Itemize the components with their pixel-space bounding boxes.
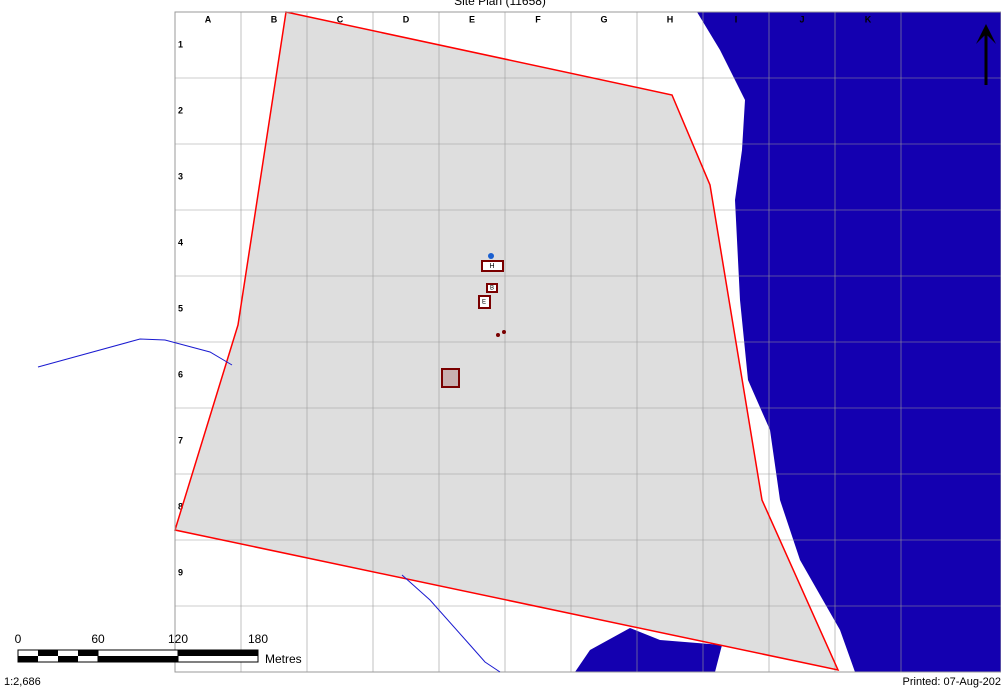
column-label: J [799, 14, 804, 24]
scale-label: 0 [15, 632, 22, 646]
building [441, 368, 460, 388]
column-label: F [535, 14, 541, 24]
scale-subsegment [78, 650, 98, 656]
row-label: 4 [178, 237, 183, 247]
row-label: 9 [178, 567, 183, 577]
row-label: 7 [178, 435, 183, 445]
building-label: E [482, 300, 486, 306]
grid: A B C D E F G H I J K 1 2 3 4 5 6 7 8 9 [175, 12, 1001, 672]
column-label: A [205, 14, 212, 24]
scale-label: 180 [248, 632, 268, 646]
frame-border [174, 11, 1001, 673]
stream [401, 574, 501, 673]
scale-label: 60 [91, 632, 105, 646]
map-title: Site Plan (11658) [454, 0, 546, 8]
scale-subsegment [178, 650, 258, 656]
building [486, 283, 498, 293]
column-label: G [600, 14, 607, 24]
scale-subsegment [58, 656, 78, 662]
north-arrow [976, 24, 996, 85]
printed-date: Printed: 07-Aug-202 [903, 676, 1001, 688]
column-label: K [865, 14, 872, 24]
scale-unit: Metres [265, 652, 302, 666]
scale-label: 120 [168, 632, 188, 646]
building [478, 295, 491, 309]
scale-subsegment [98, 656, 178, 662]
column-label: D [403, 14, 410, 24]
building-label: B [490, 286, 494, 292]
scale-ratio: 1:2,686 [4, 676, 41, 688]
row-label: 1 [178, 39, 183, 49]
structure [502, 330, 506, 334]
row-label: 5 [178, 303, 183, 313]
column-label: C [337, 14, 344, 24]
map-frame: A B C D E F G H I J K 1 2 3 4 5 6 7 8 9 [174, 11, 1001, 673]
building [481, 260, 504, 272]
row-label: 2 [178, 105, 183, 115]
column-label: H [667, 14, 674, 24]
site-boundary [174, 11, 840, 672]
structure [496, 333, 500, 337]
scale-subsegment [38, 650, 58, 656]
stream [37, 338, 233, 368]
scale-subsegment [18, 656, 38, 662]
water-south [575, 628, 722, 672]
point-marker [488, 253, 494, 259]
row-label: 3 [178, 171, 183, 181]
north-arrow-head [976, 24, 996, 44]
building-label: H [489, 263, 494, 270]
column-label: I [735, 14, 738, 24]
row-label: 6 [178, 369, 183, 379]
row-label: 8 [178, 501, 183, 511]
scale-bar: Metres 0 60 120 180 [15, 632, 302, 666]
column-label: E [469, 14, 475, 24]
site-boundary-fill [175, 12, 838, 670]
buildings: H B E [441, 253, 506, 388]
column-label: B [271, 14, 278, 24]
